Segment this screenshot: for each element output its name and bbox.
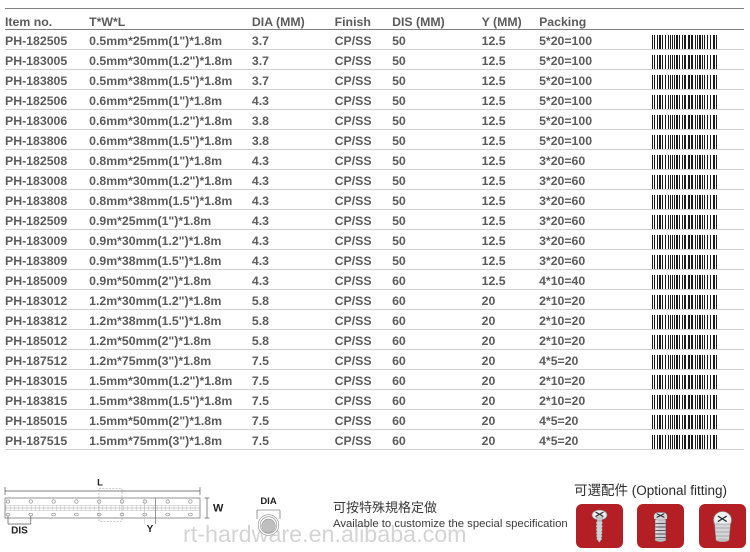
svg-text:W: W xyxy=(213,503,224,515)
svg-text:L: L xyxy=(97,478,103,489)
svg-text:DIA: DIA xyxy=(260,496,277,507)
svg-text:DIS: DIS xyxy=(11,526,28,537)
svg-text:Y: Y xyxy=(147,524,154,535)
